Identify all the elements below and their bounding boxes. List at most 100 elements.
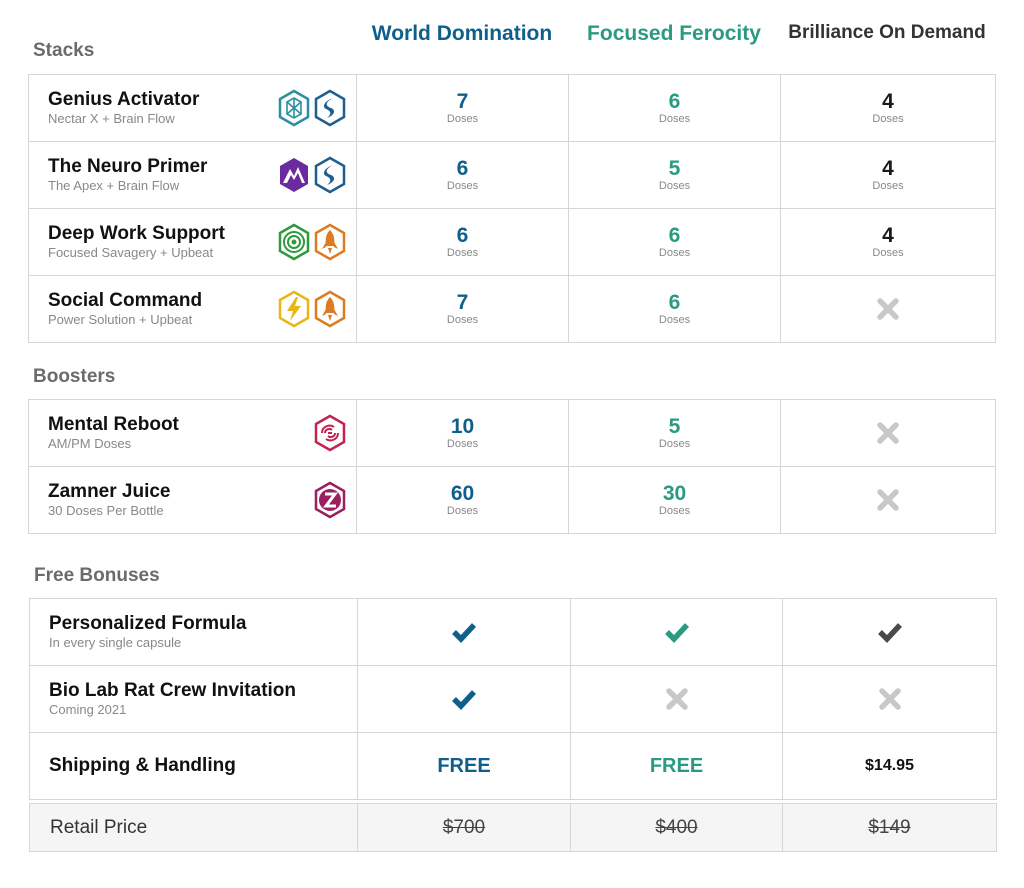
section-title-stacks: Stacks <box>33 40 95 61</box>
dose-count: 6 <box>668 89 681 113</box>
dose-count: 6 <box>456 156 469 180</box>
row-title: Bio Lab Rat Crew Invitation <box>49 680 297 701</box>
dose-cell-world-domination: 7 Doses <box>356 74 569 142</box>
dose-count: 10 <box>450 414 475 438</box>
row-subtitle: Nectar X + Brain Flow <box>48 111 175 126</box>
brain-flow-icon <box>314 89 346 127</box>
dose-unit: Doses <box>872 246 904 259</box>
table-row: Personalized Formula In every single cap… <box>29 598 997 666</box>
table-row: Shipping & Handling FREE FREE $14.95 <box>29 732 997 800</box>
bonus-name-cell: Personalized Formula In every single cap… <box>29 598 358 666</box>
dose-cell-focused-ferocity: 6 Doses <box>568 208 781 276</box>
stack-name-cell: Deep Work Support Focused Savagery + Upb… <box>28 208 357 276</box>
dose-unit: Doses <box>446 179 479 192</box>
x-mark-icon <box>665 688 688 710</box>
dose-unit: Doses <box>446 437 479 450</box>
focused-savagery-icon <box>278 223 310 261</box>
row-title: Mental Reboot <box>48 414 179 435</box>
row-title: Personalized Formula <box>49 613 247 634</box>
retail-price-table: Retail Price $700 $400 $149 <box>29 803 997 852</box>
table-row: Bio Lab Rat Crew Invitation Coming 2021 <box>29 665 997 733</box>
row-title: Social Command <box>48 290 203 311</box>
stack-name-cell: Genius Activator Nectar X + Brain Flow <box>28 74 357 142</box>
row-subtitle: 30 Doses Per Bottle <box>48 503 164 518</box>
table-row: Deep Work Support Focused Savagery + Upb… <box>28 208 996 276</box>
bonus-cell-focused-ferocity <box>570 665 783 733</box>
dose-cell-focused-ferocity: 6 Doses <box>568 275 781 343</box>
row-subtitle: In every single capsule <box>49 635 182 650</box>
mental-reboot-icon <box>314 414 346 452</box>
row-subtitle: Focused Savagery + Upbeat <box>48 245 214 260</box>
row-title: Shipping & Handling <box>49 755 236 776</box>
apex-icon <box>280 158 308 192</box>
dose-count: 4 <box>882 223 894 247</box>
dose-unit: Doses <box>658 112 691 125</box>
dose-count: 6 <box>668 223 681 247</box>
dose-cell-brilliance-on-demand: 4 Doses <box>780 208 996 276</box>
shipping-cell-focused-ferocity: FREE <box>570 732 783 800</box>
dose-count: 7 <box>456 89 469 113</box>
dose-cell-world-domination: 7 Doses <box>356 275 569 343</box>
shipping-name-cell: Shipping & Handling <box>29 732 358 800</box>
row-subtitle: The Apex + Brain Flow <box>48 178 180 193</box>
upbeat-icon <box>314 290 346 328</box>
bonuses-table: Personalized Formula In every single cap… <box>29 598 997 800</box>
power-solution-icon <box>278 290 310 328</box>
retail-cell-focused-ferocity: $400 <box>570 803 783 852</box>
row-title: Genius Activator <box>48 89 200 110</box>
table-row: Mental Reboot AM/PM Doses 10 Doses 5 Doses <box>28 399 996 467</box>
boosters-table: Mental Reboot AM/PM Doses 10 Doses 5 Doses… <box>28 399 996 534</box>
dose-cell-focused-ferocity: 30 Doses <box>568 466 781 534</box>
dose-cell-brilliance-on-demand: 4 Doses <box>780 74 996 142</box>
dose-unit: Doses <box>872 112 904 125</box>
dose-unit: Doses <box>658 437 691 450</box>
table-row: Retail Price $700 $400 $149 <box>29 803 997 852</box>
retail-price-label: Retail Price <box>50 816 148 838</box>
dose-count: 5 <box>668 156 681 180</box>
dose-cell-world-domination: 10 Doses <box>356 399 569 467</box>
zamner-juice-icon <box>314 481 346 519</box>
section-title-boosters: Boosters <box>33 366 116 387</box>
retail-price: $700 <box>442 816 486 838</box>
dose-cell-world-domination: 60 Doses <box>356 466 569 534</box>
row-title: Deep Work Support <box>48 223 225 244</box>
shipping-value: $14.95 <box>865 757 914 774</box>
dose-count: 5 <box>668 414 681 438</box>
bonus-name-cell: Bio Lab Rat Crew Invitation Coming 2021 <box>29 665 358 733</box>
bonus-cell-world-domination <box>357 598 571 666</box>
x-mark-icon <box>877 489 899 511</box>
dose-cell-focused-ferocity: 5 Doses <box>568 399 781 467</box>
dose-unit: Doses <box>658 504 691 517</box>
dose-unit: Doses <box>658 179 691 192</box>
check-icon <box>664 623 689 643</box>
table-row: Social Command Power Solution + Upbeat 7… <box>28 275 996 343</box>
stacks-table: Genius Activator Nectar X + Brain Flow 7… <box>28 74 996 343</box>
bonus-cell-focused-ferocity <box>570 598 783 666</box>
section-title-free-bonuses: Free Bonuses <box>34 565 160 586</box>
dose-cell-brilliance-on-demand: 4 Doses <box>780 141 996 209</box>
shipping-value: FREE <box>437 754 491 777</box>
check-icon <box>877 623 902 643</box>
retail-price: $400 <box>655 816 698 838</box>
booster-name-cell: Mental Reboot AM/PM Doses <box>28 399 357 467</box>
dose-cell-world-domination: 6 Doses <box>356 141 569 209</box>
dose-unit: Doses <box>658 246 691 259</box>
stack-name-cell: The Neuro Primer The Apex + Brain Flow <box>28 141 357 209</box>
dose-cell-brilliance-on-demand <box>780 466 996 534</box>
dose-cell-brilliance-on-demand <box>780 275 996 343</box>
table-row: Zamner Juice 30 Doses Per Bottle 60 Doses… <box>28 466 996 534</box>
dose-unit: Doses <box>446 504 479 517</box>
dose-cell-world-domination: 6 Doses <box>356 208 569 276</box>
dose-cell-focused-ferocity: 5 Doses <box>568 141 781 209</box>
booster-name-cell: Zamner Juice 30 Doses Per Bottle <box>28 466 357 534</box>
x-mark-icon <box>877 298 899 320</box>
table-row: Genius Activator Nectar X + Brain Flow 7… <box>28 74 996 142</box>
check-icon <box>452 623 477 643</box>
row-title: Zamner Juice <box>48 481 171 502</box>
dose-count: 4 <box>882 156 894 180</box>
dose-unit: Doses <box>446 313 479 326</box>
upbeat-icon <box>314 223 346 261</box>
dose-count: 7 <box>456 290 469 314</box>
dose-count: 30 <box>662 481 687 505</box>
row-title: The Neuro Primer <box>48 156 208 177</box>
